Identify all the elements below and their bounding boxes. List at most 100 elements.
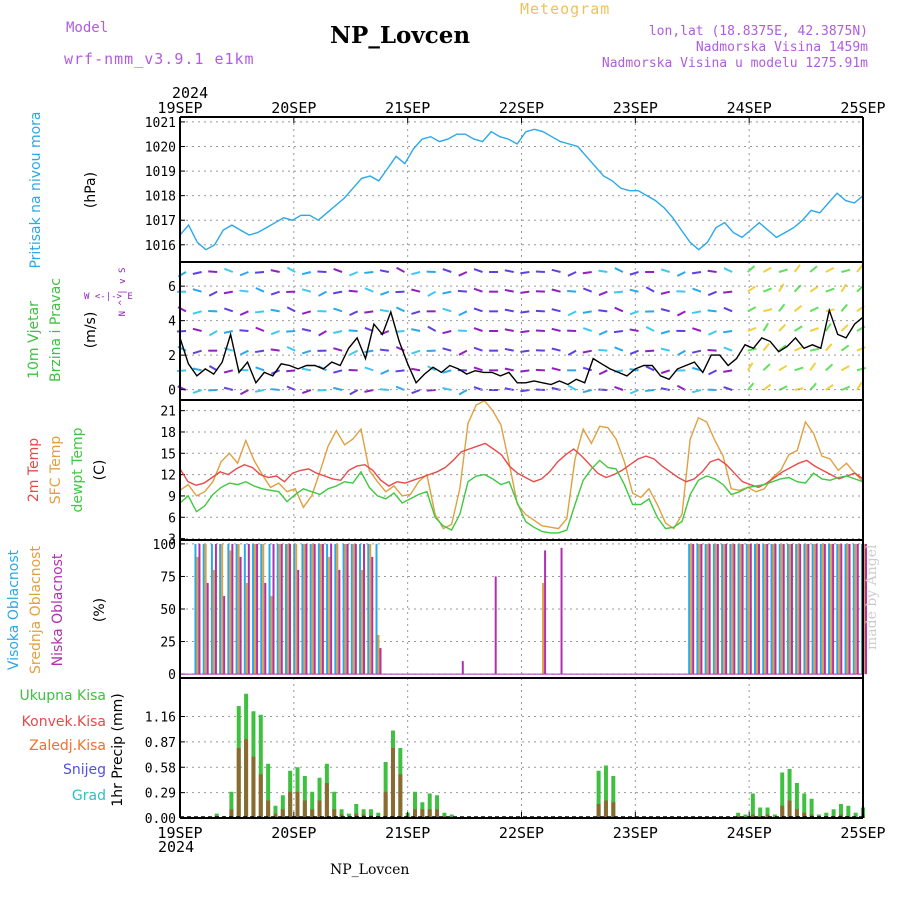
wind-arrow [840, 303, 848, 312]
wind-arrow [411, 367, 421, 372]
wind-arrow [676, 271, 686, 277]
y-tick-label: 18 [160, 426, 176, 441]
wind-arrow [856, 264, 864, 273]
wind-arrow [723, 290, 733, 294]
wind-arrow [747, 265, 756, 273]
wind-arrow [255, 287, 265, 293]
wind-arrow [825, 267, 835, 273]
wind-arrow [223, 330, 234, 334]
low-cloud-bar [733, 543, 736, 675]
wind-arrow [660, 347, 670, 352]
wind-arrow [692, 389, 702, 394]
wind-arrow [239, 310, 249, 316]
mid-cloud-bar [311, 543, 314, 675]
conv-precip-bar [280, 809, 285, 818]
wind-arrow [723, 369, 733, 373]
wind-arrow [677, 349, 686, 357]
wind-arrow [473, 366, 483, 372]
footer-station: NP_Lovcen [330, 862, 410, 878]
wind-arrow [208, 270, 218, 273]
mid-cloud-bar [229, 550, 232, 675]
wind-axis-title: 10m Vjetar [26, 301, 42, 379]
mid-cloud-bar [813, 543, 816, 675]
cloud-axis-title: Visoka Oblacnost [6, 549, 22, 670]
high-cloud-bar [803, 543, 806, 675]
conv-precip-bar [317, 800, 322, 818]
wind-arrow [825, 343, 833, 352]
high-cloud-bar [284, 543, 287, 675]
high-cloud-bar [210, 543, 213, 675]
low-cloud-bar [725, 543, 728, 675]
wind-arrow [691, 310, 702, 315]
wind-arrow [411, 288, 421, 293]
wind-arrow [458, 389, 468, 396]
wind-arrow [762, 343, 770, 352]
mid-cloud-bar [221, 543, 224, 675]
wind-arrow [286, 385, 296, 391]
wind-arrow [856, 346, 866, 352]
cloud-axis-subtitle: Srednja Oblacnost [28, 546, 44, 674]
conv-precip-bar [324, 783, 329, 818]
wind-arrow [270, 388, 280, 391]
mid-cloud-bar [254, 543, 257, 675]
precip-legend-item: Konvek.Kisa [22, 714, 106, 730]
total-precip-bar [280, 795, 285, 818]
wind-arrow [551, 327, 561, 332]
wind-arrow [333, 330, 343, 334]
wind-arrow [809, 347, 820, 352]
high-cloud-bar [712, 543, 715, 675]
mid-cloud-bar [336, 543, 339, 675]
low-cloud-bar [206, 582, 209, 675]
wind-arrow [747, 306, 757, 313]
mid-cloud-bar [212, 569, 215, 675]
total-precip-bar [846, 805, 851, 818]
wind-arrow [582, 287, 593, 293]
mid-cloud-bar [328, 556, 331, 675]
wind-arrow [286, 369, 296, 373]
wind-arrow [520, 369, 530, 373]
wind-arrow [380, 290, 390, 296]
low-cloud-bar [799, 543, 802, 675]
y-tick-label: 3 [168, 533, 176, 548]
low-cloud-bar [741, 543, 744, 675]
wind-arrow [411, 349, 421, 355]
wind-arrow [192, 367, 202, 372]
low-cloud-bar [560, 547, 563, 675]
wind-arrow [302, 389, 312, 395]
wind-arrow [504, 328, 514, 332]
conv-precip-bar [765, 814, 770, 818]
y-tick-label: 2 [168, 349, 176, 364]
wind-arrow [825, 287, 835, 293]
low-cloud-bar [758, 543, 761, 675]
high-cloud-bar [243, 543, 246, 675]
low-cloud-bar [856, 543, 859, 675]
wind-arrow [825, 308, 835, 313]
wind-arrow [582, 349, 592, 354]
wind-arrow [192, 389, 202, 394]
year-top: 2024 [172, 84, 209, 102]
wind-arrow [254, 349, 265, 354]
wind-arrow [364, 310, 374, 314]
low-cloud-bar [865, 543, 867, 675]
wind-arrow [192, 349, 202, 355]
wind-arrow [660, 369, 671, 375]
y-tick-label: 21 [160, 405, 176, 420]
wind-arrow [504, 387, 514, 391]
wind-arrow [240, 389, 249, 396]
wind-arrow [364, 366, 374, 372]
temp-axis-title: 2m Temp [26, 438, 42, 502]
temp-unit-label: (C) [92, 460, 108, 481]
mid-cloud-bar [690, 543, 693, 675]
wind-arrow [613, 330, 624, 334]
low-cloud-bar [716, 543, 719, 675]
wind-arrow [629, 271, 639, 276]
conv-precip-bar [288, 791, 293, 818]
low-cloud-bar [823, 543, 826, 675]
conv-precip-bar [244, 739, 249, 818]
wind-arrow [192, 271, 202, 275]
conv-precip-bar [750, 814, 755, 818]
wind-arrow [614, 267, 624, 273]
mid-cloud-bar [303, 543, 306, 675]
wind-arrow [660, 268, 671, 273]
wind-arrow [567, 310, 577, 317]
